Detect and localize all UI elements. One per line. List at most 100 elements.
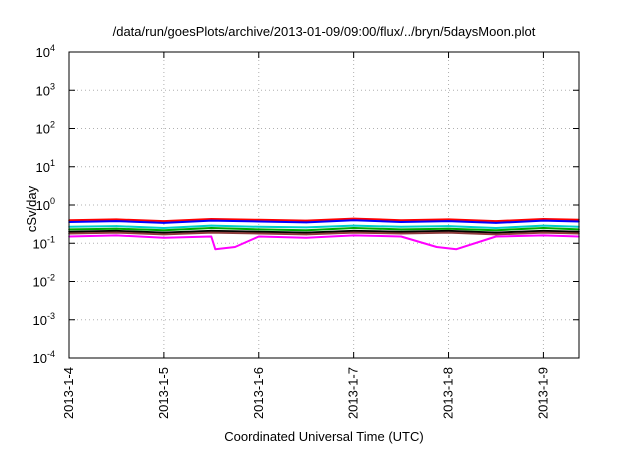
data-point bbox=[305, 221, 308, 224]
data-point bbox=[495, 227, 497, 229]
y-tick-label: 101 bbox=[36, 158, 55, 175]
data-point bbox=[305, 229, 308, 231]
x-ticks: 2013-1-4 2013-1-5 2013-1-6 2013-1-7 2013-1-8… bbox=[61, 52, 550, 419]
data-point bbox=[210, 218, 213, 220]
y-tick-label: 104 bbox=[36, 43, 55, 60]
series-line-3 bbox=[68, 224, 580, 229]
x-tick-label: 2013-1-5 bbox=[156, 367, 171, 419]
data-point bbox=[495, 233, 497, 236]
data-point bbox=[447, 225, 450, 227]
data-point bbox=[210, 231, 213, 234]
data-point bbox=[305, 231, 308, 234]
data-point bbox=[115, 231, 118, 234]
data-point bbox=[258, 230, 260, 233]
data-point bbox=[305, 233, 308, 236]
x-tick-label: 2013-1-7 bbox=[346, 367, 361, 419]
data-point bbox=[495, 220, 497, 222]
data-point bbox=[115, 218, 118, 221]
data-point bbox=[115, 225, 118, 227]
data-point bbox=[210, 235, 213, 238]
data-point bbox=[115, 227, 118, 230]
data-point bbox=[258, 228, 260, 231]
data-point bbox=[542, 219, 545, 222]
x-tick-label: 2013-1-4 bbox=[61, 367, 76, 419]
data-point bbox=[352, 227, 355, 229]
data-point bbox=[163, 227, 165, 229]
y-tick-label: 102 bbox=[36, 120, 55, 137]
data-point bbox=[258, 232, 260, 235]
data-point bbox=[447, 227, 450, 230]
data-point bbox=[115, 220, 118, 222]
y-tick-label: 100 bbox=[36, 196, 55, 213]
data-point bbox=[455, 248, 458, 250]
y-tick-label: 10-4 bbox=[33, 349, 55, 366]
data-point bbox=[352, 219, 355, 221]
data-point bbox=[495, 222, 497, 224]
data-point bbox=[210, 224, 213, 227]
y-tick-label: 10-3 bbox=[33, 311, 55, 328]
data-point bbox=[305, 236, 308, 239]
series-line-2 bbox=[68, 219, 580, 224]
data-point bbox=[214, 248, 217, 250]
y-tick-label: 103 bbox=[36, 81, 55, 98]
x-tick-label: 2013-1-6 bbox=[251, 367, 266, 419]
y-tick-label: 10-2 bbox=[33, 273, 55, 290]
data-point bbox=[447, 218, 450, 221]
data-point bbox=[210, 219, 213, 222]
data-point bbox=[352, 217, 355, 220]
data-point bbox=[435, 246, 438, 248]
series-line-7 bbox=[68, 234, 580, 251]
data-point bbox=[400, 226, 402, 228]
data-point bbox=[163, 233, 165, 236]
data-point bbox=[495, 231, 497, 234]
data-point bbox=[210, 230, 213, 232]
y-axis-label: cSv/day bbox=[24, 185, 39, 232]
data-point bbox=[542, 227, 545, 229]
data-point bbox=[542, 234, 545, 237]
data-point bbox=[163, 231, 165, 234]
y-ticks: 10-4 10-3 10-2 10-1 100 101 102 103 104 bbox=[33, 43, 579, 366]
y-tick-label: 10-1 bbox=[33, 234, 55, 251]
data-point bbox=[542, 231, 545, 234]
data-point bbox=[305, 219, 308, 222]
data-point bbox=[352, 224, 355, 227]
data-point bbox=[495, 229, 497, 231]
data-point bbox=[115, 234, 118, 237]
data-point bbox=[400, 235, 402, 238]
data-point bbox=[495, 235, 497, 238]
data-point bbox=[258, 220, 260, 223]
series-line-4 bbox=[68, 227, 580, 232]
data-series bbox=[68, 217, 580, 251]
data-point bbox=[542, 230, 545, 232]
data-point bbox=[115, 230, 118, 232]
data-point bbox=[400, 221, 402, 223]
data-point bbox=[163, 229, 165, 231]
x-tick-label: 2013-1-9 bbox=[535, 367, 550, 419]
x-tick-label: 2013-1-8 bbox=[441, 367, 456, 419]
data-point bbox=[447, 230, 450, 232]
data-point bbox=[447, 231, 450, 234]
data-point bbox=[447, 220, 450, 222]
series-line-5 bbox=[68, 229, 580, 234]
x-axis-label: Coordinated Universal Time (UTC) bbox=[224, 429, 423, 444]
data-point bbox=[234, 246, 236, 248]
data-point bbox=[352, 230, 355, 232]
data-point bbox=[352, 234, 355, 237]
series-line-6 bbox=[68, 231, 580, 236]
data-point bbox=[400, 219, 402, 221]
data-point bbox=[163, 236, 165, 239]
data-point bbox=[258, 235, 260, 238]
data-point bbox=[258, 219, 260, 221]
data-point bbox=[542, 224, 545, 227]
data-point bbox=[305, 226, 308, 229]
data-point bbox=[210, 227, 213, 229]
data-point bbox=[163, 222, 165, 224]
data-point bbox=[400, 228, 402, 231]
data-point bbox=[258, 226, 260, 228]
data-point bbox=[542, 218, 545, 220]
series-line-1 bbox=[68, 217, 580, 223]
data-point bbox=[163, 220, 165, 222]
data-point bbox=[400, 230, 402, 233]
grid-lines bbox=[69, 52, 579, 358]
